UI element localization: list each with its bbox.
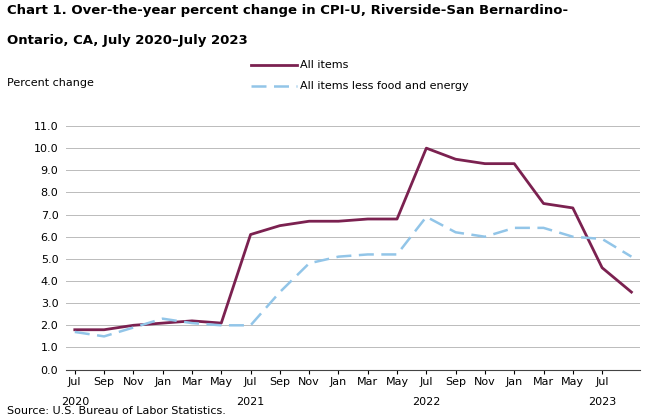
Text: All items: All items bbox=[300, 60, 348, 70]
Text: 2022: 2022 bbox=[412, 397, 440, 407]
Text: Percent change: Percent change bbox=[7, 78, 94, 88]
Text: 2021: 2021 bbox=[236, 397, 265, 407]
Text: Chart 1. Over-the-year percent change in CPI-U, Riverside-San Bernardino-: Chart 1. Over-the-year percent change in… bbox=[7, 4, 568, 17]
Text: Source: U.S. Bureau of Labor Statistics.: Source: U.S. Bureau of Labor Statistics. bbox=[7, 406, 226, 416]
Text: 2023: 2023 bbox=[588, 397, 616, 407]
Text: All items less food and energy: All items less food and energy bbox=[300, 81, 469, 91]
Text: 2020: 2020 bbox=[61, 397, 89, 407]
Text: Ontario, CA, July 2020–July 2023: Ontario, CA, July 2020–July 2023 bbox=[7, 34, 248, 47]
